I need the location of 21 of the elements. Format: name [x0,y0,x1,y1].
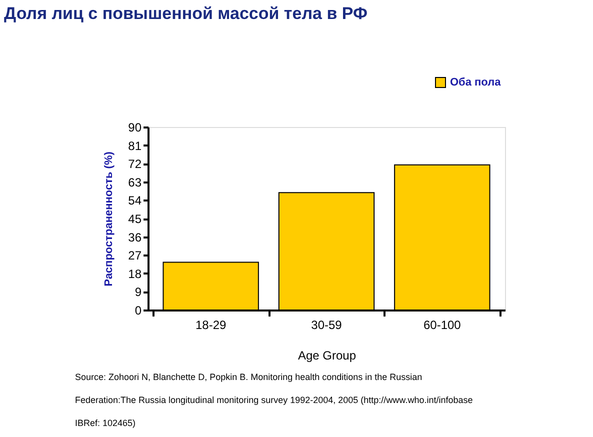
y-tick-label: 9 [134,285,142,300]
y-axis-title: Распространенность (%) [103,151,116,286]
x-tick-label: 60-100 [423,318,462,332]
source-note: Source: Zohoori N, Blanchette D, Popkin B. Monitoring health conditions in the Russian [75,372,422,382]
y-tick-label: 90 [128,120,142,134]
x-axis-title: Age Group [298,348,356,362]
y-tick-label: 72 [128,157,142,172]
chart-title: Доля лиц с повышенной массой тела в РФ [4,4,368,23]
y-tick-label: 54 [128,194,142,208]
y-tick-label: 63 [128,175,142,190]
y-tick-label: 27 [128,248,142,263]
y-tick-label: 0 [134,304,142,318]
y-tick-label: 81 [128,138,142,153]
x-tick-label: 30-59 [311,318,342,332]
text: IBRef: 102465) [75,418,136,428]
y-tick-label: 45 [128,212,142,226]
x-tick-label: 18-29 [195,318,226,332]
y-tick-label: 18 [128,266,142,281]
y-tick-label: 36 [128,230,142,244]
legend-label: Оба пола [450,76,502,88]
text: Federation:The Russia longitudinal monitoring survey 1992-2004, 2005 (http://www.who.int/infobase [75,395,473,405]
